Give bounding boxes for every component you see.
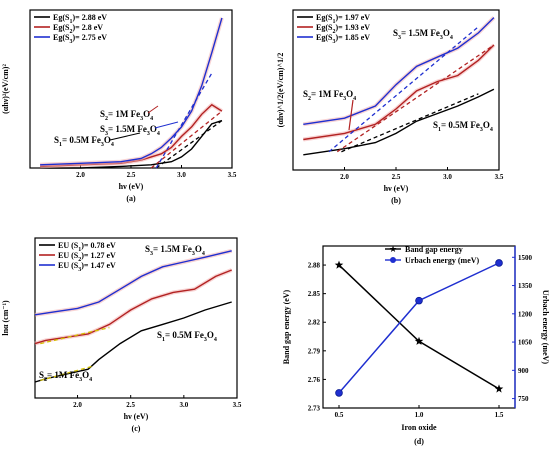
annotation-label: S1= 0.5M Fe3O4 xyxy=(157,330,217,343)
plot-frame xyxy=(322,245,516,409)
legend-marker xyxy=(390,257,396,263)
data-point xyxy=(335,389,343,397)
legend-entry: Eg(S3)= 2.75 eV xyxy=(53,33,107,45)
data-point xyxy=(334,260,344,269)
x-axis-label: hν (eV) xyxy=(119,182,144,191)
y2-tick-label: 750 xyxy=(518,395,529,403)
y-axis-label: (αhν)^1/2(eV/cm)^1/2 xyxy=(276,53,285,128)
annotation-arrow xyxy=(154,121,179,129)
legend-marker: ★ xyxy=(389,244,397,254)
annotation-label: S1= 0.5M Fe3O4 xyxy=(54,135,114,148)
fit-line-s3 xyxy=(328,26,479,153)
x-tick-label: 2.0 xyxy=(73,401,82,409)
panel-label: (b) xyxy=(391,196,401,205)
y2-tick-label: 900 xyxy=(518,367,529,375)
x-tick-label: 3.5 xyxy=(495,173,504,181)
fit-line-s1 xyxy=(40,365,94,382)
y2-tick-label: 1350 xyxy=(518,282,533,290)
data-point xyxy=(414,336,424,345)
legend-entry: EU (S1)= 0.78 eV xyxy=(58,241,116,253)
series-line-s2 xyxy=(303,44,495,141)
series-line-s1 xyxy=(34,301,232,383)
series-line-s2 xyxy=(34,269,232,345)
data-point xyxy=(415,296,423,305)
annotation-label: S2= 1M Fe3O4 xyxy=(39,370,92,383)
annotation-arrow xyxy=(348,99,354,131)
y-tick-label: 2.85 xyxy=(308,290,321,298)
legend-entry: Eg(S1)= 1.97 eV xyxy=(316,13,370,25)
y2-tick-label: 1500 xyxy=(518,254,533,262)
x-axis-label: hν (eV) xyxy=(124,412,149,421)
annotation-label: S2= 1M Fe3O4 xyxy=(100,109,153,122)
x-tick-label: 3.0 xyxy=(179,401,188,409)
y-axis-label: lnα (cm⁻¹) xyxy=(1,300,10,336)
x-tick-label: 2.0 xyxy=(76,171,85,179)
series-line-s1 xyxy=(40,119,223,169)
x-tick-label: 2.5 xyxy=(392,173,401,181)
annotation-label: S3= 1.5M Fe3O4 xyxy=(100,124,160,137)
legend-entry: EU (S3)= 1.47 eV xyxy=(58,261,116,273)
y2-axis-label: Urbach energy (meV) xyxy=(541,290,550,365)
fit-line-s3 xyxy=(155,72,213,169)
y-tick-label: 2.88 xyxy=(308,262,321,270)
legend-entry: Eg(S1)= 2.88 eV xyxy=(53,13,107,25)
y-axis-label: Band gap energy (eV) xyxy=(282,289,291,364)
fit-line-s2 xyxy=(40,326,110,345)
legend-entry: Eg(S2)= 2.8 eV xyxy=(53,23,103,35)
y-tick-label: 2.73 xyxy=(308,405,321,413)
fit-line-s2 xyxy=(336,44,495,153)
legend-entry: Band gap energy xyxy=(405,245,463,254)
annotation-label: S3= 1.5M Fe3O4 xyxy=(145,244,205,257)
x-tick-label: 2.5 xyxy=(126,401,135,409)
legend-entry: Eg(S3)= 1.85 eV xyxy=(316,33,370,45)
series-line xyxy=(338,264,500,390)
x-tick-label: 3.0 xyxy=(177,171,186,179)
annotation-label: S2= 1M Fe3O4 xyxy=(303,89,356,102)
fit-line-s1 xyxy=(341,93,479,153)
legend-entry: Urbach energy (meV) xyxy=(405,256,480,265)
legend-entry: Eg(S2)= 1.93 eV xyxy=(316,23,370,35)
x-axis-label: hν (eV) xyxy=(384,184,409,193)
data-point xyxy=(495,259,503,267)
chart-panel-d: 0.5 1.0 1.5 2.73 2.76 2.79 2.82 2.85 2.88 750 900 1… xyxy=(282,244,550,446)
annotation-arrow xyxy=(147,105,159,114)
legend-entry: EU (S2)= 1.27 eV xyxy=(58,251,116,263)
x-axis-label: Iron oxide xyxy=(401,423,437,432)
plot-frame xyxy=(34,237,238,399)
annotation-label: S1= 0.5M Fe3O4 xyxy=(433,120,493,133)
fit-line-s2 xyxy=(150,110,223,169)
x-tick-label: 2.5 xyxy=(127,171,136,179)
y2-tick-label: 1050 xyxy=(518,339,533,347)
y2-tick-label: 1200 xyxy=(518,310,533,318)
annotation-arrow xyxy=(109,132,141,141)
y-tick-label: 2.82 xyxy=(308,319,321,327)
x-tick-label: 1.0 xyxy=(415,411,424,419)
series-line xyxy=(338,262,500,394)
panel-label: (a) xyxy=(126,194,136,203)
series-line-s3 xyxy=(34,250,232,316)
series-line-s3 xyxy=(303,17,495,125)
x-tick-label: 2.0 xyxy=(340,173,349,181)
x-tick-label: 3.0 xyxy=(443,173,452,181)
x-tick-label: 3.5 xyxy=(228,171,237,179)
panel-label: (d) xyxy=(414,437,424,446)
y-tick-label: 2.76 xyxy=(308,376,321,384)
y-axis-label: (αhν)²(eV/cm)² xyxy=(1,64,10,114)
x-tick-label: 0.5 xyxy=(335,411,344,419)
y-tick-label: 2.79 xyxy=(308,347,321,355)
annotation-label: S3= 1.5M Fe3O4 xyxy=(393,28,453,41)
series-line-s3 xyxy=(40,17,223,166)
x-tick-label: 1.5 xyxy=(495,411,504,419)
data-point xyxy=(494,384,504,393)
panel-label: (c) xyxy=(132,424,141,433)
x-tick-label: 3.5 xyxy=(233,401,242,409)
